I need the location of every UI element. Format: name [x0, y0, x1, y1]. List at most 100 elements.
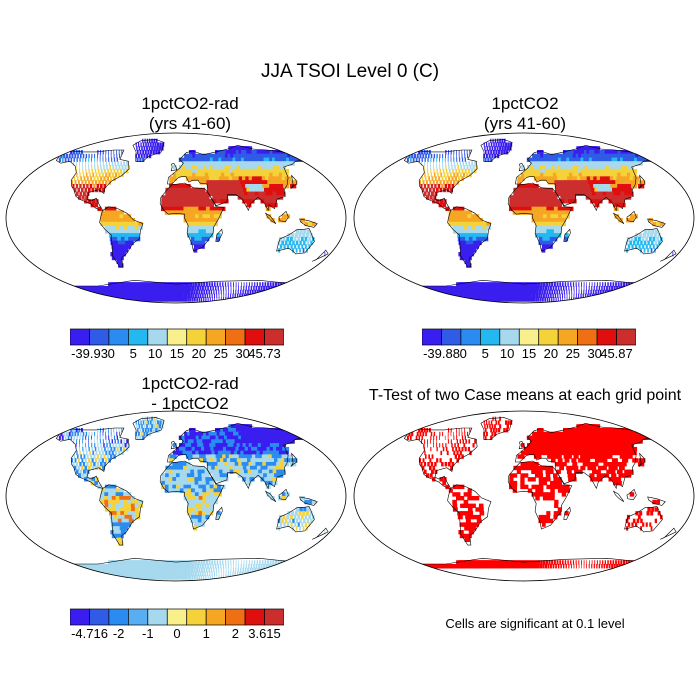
grid-cell [305, 233, 309, 238]
grid-cell [442, 443, 444, 448]
grid-cell [475, 229, 481, 234]
grid-cell [420, 184, 423, 189]
grid-cell [491, 282, 496, 287]
grid-cell [623, 293, 627, 298]
grid-cell [540, 157, 546, 162]
grid-cell [149, 293, 154, 298]
grid-cell [581, 443, 587, 448]
grid-cell [281, 518, 284, 524]
grid-cell [593, 454, 599, 459]
grid-cell [201, 450, 207, 456]
grid-cell [215, 289, 217, 295]
grid-cell [126, 439, 129, 444]
grid-cell [527, 172, 532, 178]
grid-cell [299, 248, 301, 253]
grid-cell [549, 168, 554, 174]
grid-cell [544, 297, 546, 302]
grid-cell [122, 168, 126, 174]
grid-cell [126, 446, 129, 452]
grid-cell [566, 187, 572, 193]
grid-cell [215, 567, 217, 573]
grid-cell [194, 518, 199, 524]
grid-cell [96, 176, 99, 181]
grid-cell [464, 446, 467, 452]
grid-cell [614, 195, 621, 200]
grid-cell [127, 282, 133, 287]
map-panel-3 [5, 410, 347, 582]
grid-cell [179, 473, 184, 478]
grid-cell [609, 191, 616, 196]
grid-cell [191, 443, 196, 448]
grid-cell [545, 282, 548, 287]
grid-cell [460, 484, 465, 490]
grid-cell [208, 153, 214, 159]
grid-cell [99, 431, 101, 437]
grid-cell [172, 488, 177, 493]
grid-cell [255, 575, 258, 580]
grid-cell [191, 225, 196, 230]
grid-cell [258, 454, 265, 459]
grid-cell [277, 458, 284, 463]
grid-cell [233, 469, 239, 474]
grid-cell [186, 286, 189, 291]
grid-cell [96, 435, 98, 440]
grid-cell [643, 229, 648, 234]
grid-cell [146, 567, 151, 573]
grid-cell [172, 480, 177, 486]
grid-cell [272, 202, 278, 208]
grid-cell [554, 221, 559, 227]
grid-cell [460, 511, 466, 516]
grid-cell [209, 435, 215, 440]
grid-cell [538, 465, 543, 471]
grid-cell [554, 214, 559, 219]
grid-cell [563, 191, 569, 196]
grid-cell [434, 172, 436, 178]
grid-cell [563, 157, 569, 162]
grid-cell [105, 450, 108, 456]
grid-cell [257, 575, 260, 580]
grid-cell [439, 199, 443, 204]
grid-cell [129, 282, 135, 287]
grid-cell [205, 161, 210, 166]
grid-cell [606, 184, 613, 189]
grid-cell [454, 176, 457, 181]
grid-cell [278, 564, 281, 569]
grid-cell [238, 168, 245, 174]
grid-cell [169, 454, 174, 459]
grid-cell [447, 153, 449, 159]
grid-cell [186, 469, 192, 474]
grid-cell [555, 446, 560, 452]
grid-cell [593, 176, 599, 181]
grid-cell [157, 150, 161, 155]
grid-cell [431, 191, 434, 196]
grid-cell [542, 214, 548, 219]
grid-cell [265, 462, 272, 467]
grid-cell [584, 293, 587, 298]
grid-cell [201, 168, 206, 174]
grid-cell [206, 214, 211, 219]
grid-cell [190, 202, 196, 208]
grid-cell [246, 187, 252, 193]
grid-cell [570, 431, 576, 437]
grid-cell [475, 165, 478, 170]
grid-cell [133, 289, 139, 295]
grid-cell [200, 289, 203, 295]
grid-cell [423, 462, 427, 467]
grid-cell [155, 286, 160, 291]
grid-cell [121, 443, 124, 448]
grid-cell [69, 289, 77, 295]
grid-cell [235, 567, 237, 573]
grid-cell [228, 454, 235, 459]
grid-cell [542, 233, 547, 238]
grid-cell [429, 150, 431, 155]
grid-cell [96, 439, 98, 444]
grid-cell [565, 439, 570, 444]
grid-cell [199, 293, 202, 298]
grid-cell [627, 244, 631, 249]
grid-cell [639, 511, 643, 516]
grid-cell [505, 150, 509, 155]
grid-cell [277, 428, 286, 433]
grid-cell [189, 282, 193, 287]
grid-cell [217, 439, 222, 444]
grid-cell [603, 297, 606, 302]
